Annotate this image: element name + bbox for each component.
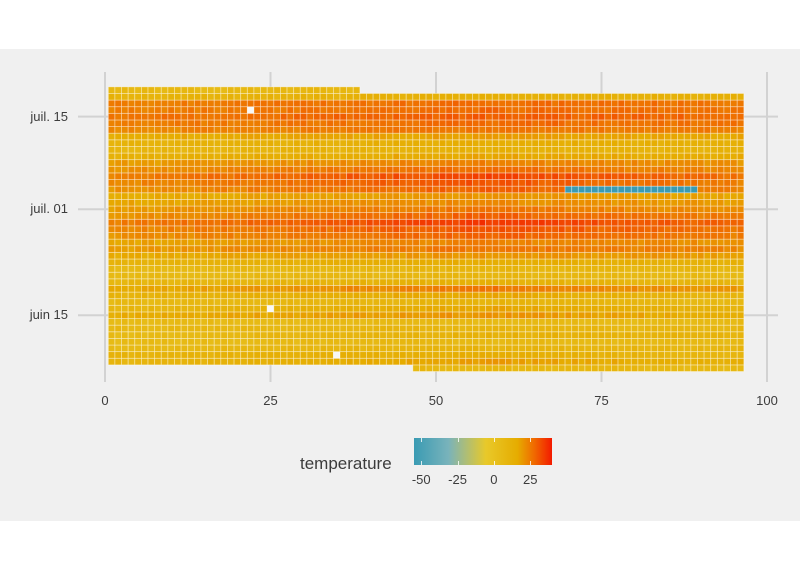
legend-tick-label: -50 <box>411 472 431 487</box>
legend-tick-label: -25 <box>448 472 467 487</box>
x-tick-label: 0 <box>101 393 109 408</box>
legend-tick-mark <box>457 461 459 465</box>
legend-tick-mark <box>493 461 495 465</box>
legend-colorbar <box>414 438 552 465</box>
x-tick-label: 75 <box>594 393 609 408</box>
legend-title: temperature <box>300 454 392 473</box>
y-tick-label: juil. 01 <box>30 201 68 217</box>
x-tick-label: 50 <box>428 393 444 408</box>
legend-tick-mark <box>530 461 532 465</box>
x-tick-label: 25 <box>263 393 278 408</box>
legend-tick-mark <box>421 461 423 465</box>
legend-tick-mark <box>421 438 423 442</box>
x-tick-label: 100 <box>756 393 778 408</box>
legend-tick-mark <box>457 438 459 442</box>
legend-tick-mark <box>493 438 495 442</box>
heatmap-cells <box>107 86 745 372</box>
legend-tick-label: 25 <box>522 472 538 487</box>
legend-tick-label: 0 <box>490 472 498 487</box>
legend-tick-mark <box>530 438 532 442</box>
y-tick-label: juil. 15 <box>30 108 68 124</box>
y-tick-label: juin 15 <box>29 307 68 323</box>
